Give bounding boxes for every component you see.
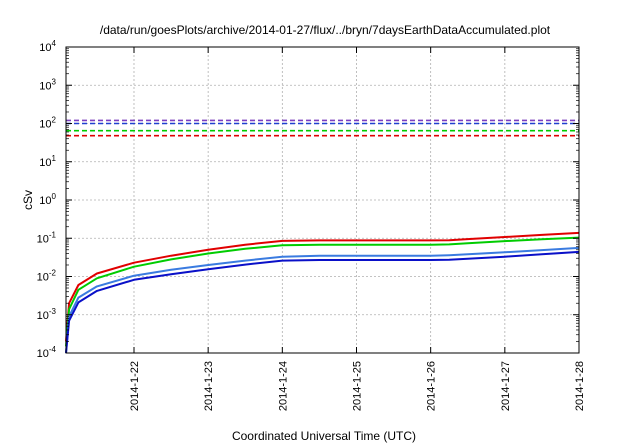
y-tick-exponent: 0 bbox=[52, 192, 57, 201]
series-line bbox=[65, 250, 580, 354]
y-tick-exponent: -4 bbox=[49, 345, 57, 354]
x-tick-labels: 2014-1-22 2014-1-23 2014-1-24 2014-1-25 2014… bbox=[129, 361, 586, 411]
reference-lines bbox=[66, 119, 579, 137]
x-tick-label: 2014-1-26 bbox=[426, 361, 438, 411]
y-tick-exponent: -1 bbox=[49, 230, 57, 239]
x-tick-label: 2014-1-22 bbox=[129, 361, 141, 411]
y-tick-exponent: 3 bbox=[52, 77, 57, 86]
series-layer bbox=[65, 231, 580, 354]
x-tick-label: 2014-1-25 bbox=[351, 361, 363, 411]
x-tick-label: 2014-1-24 bbox=[277, 361, 289, 411]
y-tick-label: 10-3 bbox=[37, 307, 57, 322]
y-tick-exponent: 1 bbox=[52, 154, 57, 163]
x-tick-label: 2014-1-23 bbox=[203, 361, 215, 411]
y-tick-exponent: 4 bbox=[52, 39, 57, 48]
axis-ticks bbox=[66, 46, 580, 354]
y-tick-label: 10-2 bbox=[37, 269, 57, 284]
y-tick-label: 104 bbox=[39, 39, 56, 54]
series-line bbox=[65, 236, 580, 347]
y-tick-label: 101 bbox=[39, 154, 56, 169]
y-tick-label: 10-4 bbox=[37, 345, 57, 360]
y-tick-exponent: -2 bbox=[49, 269, 57, 278]
x-axis-label: Coordinated Universal Time (UTC) bbox=[232, 429, 416, 443]
y-tick-label: 10-1 bbox=[37, 230, 57, 245]
y-tick-label: 102 bbox=[39, 116, 56, 131]
series-line bbox=[65, 246, 580, 354]
y-tick-exponent: -3 bbox=[49, 307, 57, 316]
y-tick-label: 100 bbox=[39, 192, 56, 207]
y-axis-label: cSv bbox=[21, 190, 35, 210]
y-tick-exponent: 2 bbox=[52, 116, 57, 125]
series-line bbox=[65, 231, 580, 342]
x-tick-label: 2014-1-27 bbox=[500, 361, 512, 411]
chart-title: /data/run/goesPlots/archive/2014-01-27/f… bbox=[100, 23, 551, 37]
y-tick-label: 103 bbox=[39, 77, 56, 92]
x-tick-label: 2014-1-28 bbox=[574, 361, 586, 411]
grid bbox=[66, 47, 579, 353]
